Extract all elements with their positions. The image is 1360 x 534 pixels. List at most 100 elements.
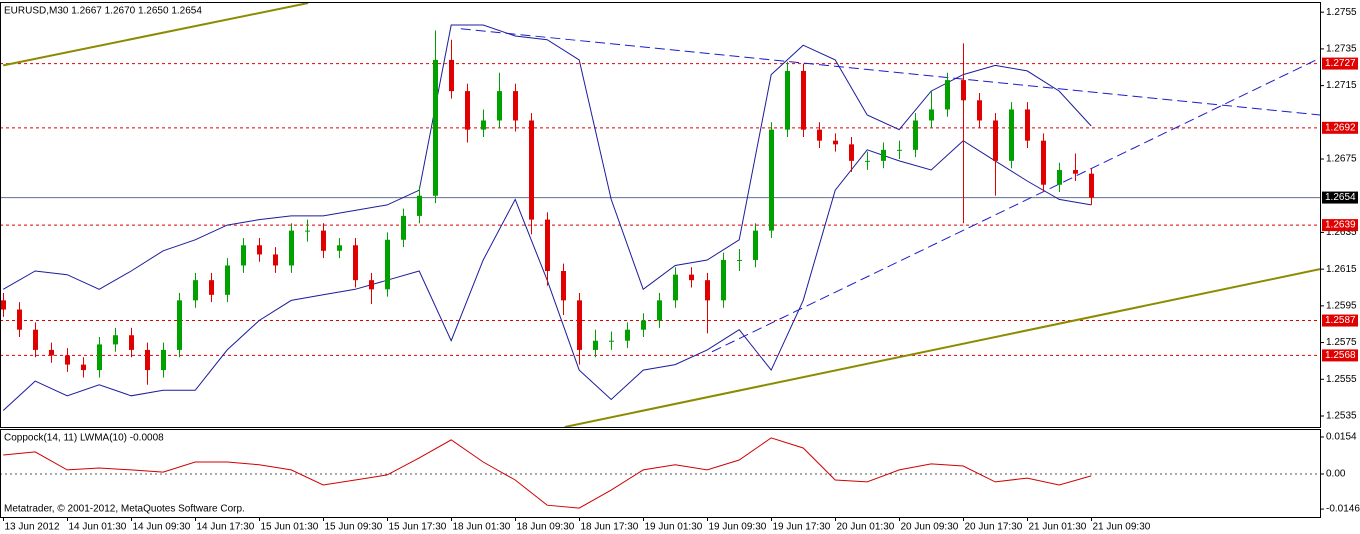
y-tick-label: 1.2675 — [1326, 154, 1357, 165]
candle-body — [641, 320, 646, 330]
y-tick-label: -0.0146 — [1326, 504, 1360, 515]
trendline — [2, 3, 309, 67]
x-tick-label: 21 Jun 01:30 — [1029, 522, 1087, 533]
candle-body — [561, 270, 566, 301]
y-tick-label: 0.00 — [1326, 469, 1346, 480]
candle-body — [1025, 109, 1030, 141]
candle-body — [273, 254, 278, 266]
x-tick-label: 20 Jun 09:30 — [901, 522, 959, 533]
candle-body — [1073, 170, 1078, 174]
candle-body — [465, 91, 470, 130]
candle-body — [97, 344, 102, 371]
candle-body — [177, 300, 182, 350]
candle-body — [913, 120, 918, 150]
candle-body — [817, 129, 822, 141]
candle-body — [369, 280, 374, 290]
x-tick-label: 18 Jun 17:30 — [581, 522, 639, 533]
candle-body — [1089, 173, 1094, 198]
x-tick-label: 15 Jun 01:30 — [261, 522, 319, 533]
x-tick-label: 18 Jun 09:30 — [517, 522, 575, 533]
x-tick-label: 19 Jun 17:30 — [773, 522, 831, 533]
candle-body — [769, 129, 774, 231]
y-tick-label: 1.2755 — [1326, 7, 1357, 18]
coppock-line — [3, 437, 1092, 509]
trendline — [460, 28, 1320, 116]
candle-body — [977, 100, 982, 121]
x-tick-label: 14 Jun 09:30 — [133, 522, 191, 533]
x-tick-label: 15 Jun 17:30 — [389, 522, 447, 533]
x-tick-label: 15 Jun 09:30 — [325, 522, 383, 533]
x-tick-label: 14 Jun 17:30 — [197, 522, 255, 533]
level-label: 1.2692 — [1325, 122, 1356, 133]
candle-body — [945, 80, 950, 110]
candle-body — [225, 265, 230, 295]
candle-body — [961, 80, 966, 101]
candle-body — [353, 245, 358, 281]
x-tick-label: 20 Jun 01:30 — [837, 522, 895, 533]
y-tick-label: 0.0154 — [1326, 432, 1357, 443]
y-tick-label: 1.2735 — [1326, 44, 1357, 55]
candle-body — [17, 309, 22, 330]
candle-body — [625, 329, 630, 341]
candle-body — [433, 59, 438, 196]
candle-body — [753, 230, 758, 260]
candle-body — [849, 144, 854, 161]
trendline — [564, 268, 1320, 427]
candle-body — [577, 300, 582, 350]
level-label-bg — [1322, 219, 1358, 232]
axes: 1.2755 1.2735 1.2715 1.2675 1.2635 1.2615 1.25… — [3, 7, 1360, 533]
indicator-plot — [1, 437, 1320, 509]
candle-body — [161, 349, 166, 371]
candle-body — [113, 335, 118, 345]
candle-body — [865, 160, 870, 162]
candle-body — [209, 280, 214, 295]
candle-body — [305, 230, 310, 232]
candle-body — [497, 91, 502, 121]
candle-body — [993, 120, 998, 161]
candle-body — [145, 349, 150, 371]
candle-body — [257, 245, 262, 255]
x-tick-label: 20 Jun 17:30 — [965, 522, 1023, 533]
candle-body — [385, 239, 390, 290]
candle-body — [529, 120, 534, 220]
candle-body — [65, 355, 70, 365]
candle-body — [449, 59, 454, 92]
candle-body — [417, 195, 422, 216]
y-tick-label: 1.2555 — [1326, 374, 1357, 385]
candle-body — [241, 245, 246, 266]
main-panel — [0, 2, 1321, 428]
level-label: 1.2587 — [1325, 315, 1356, 326]
x-tick-label: 21 Jun 09:30 — [1093, 522, 1151, 533]
candle-body — [513, 91, 518, 121]
level-label: 1.2639 — [1325, 220, 1356, 231]
candle-body — [657, 300, 662, 321]
x-tick-label: 19 Jun 09:30 — [709, 522, 767, 533]
main-plot — [1, 3, 1320, 427]
y-tick-label: 1.2535 — [1326, 411, 1357, 422]
candle-body — [81, 364, 86, 371]
candle-body — [337, 245, 342, 251]
chart-title: EURUSD,M30 1.2667 1.2670 1.2650 1.2654 — [4, 6, 202, 17]
candle-body — [593, 340, 598, 350]
indicator-title: Coppock(14, 11) LWMA(10) -0.0008 — [4, 433, 164, 444]
level-label-bg — [1322, 314, 1358, 327]
candle-body — [1009, 109, 1014, 161]
level-label: 1.2727 — [1325, 58, 1356, 69]
candle-body — [545, 219, 550, 271]
x-tick-label: 19 Jun 01:30 — [645, 522, 703, 533]
candle-body — [289, 230, 294, 266]
candle-body — [1057, 170, 1062, 185]
level-label-bg — [1322, 349, 1358, 362]
watermark: Metatrader, © 2001-2012, MetaQuotes Soft… — [4, 504, 245, 515]
candle-body — [785, 70, 790, 130]
candle-body — [401, 215, 406, 240]
candle-body — [705, 280, 710, 301]
level-label-bg — [1322, 57, 1358, 70]
x-tick-label: 14 Jun 01:30 — [69, 522, 127, 533]
candle-body — [321, 230, 326, 251]
candle-body — [193, 280, 198, 301]
trendline — [711, 57, 1320, 353]
bollinger-upper — [2, 24, 1092, 291]
